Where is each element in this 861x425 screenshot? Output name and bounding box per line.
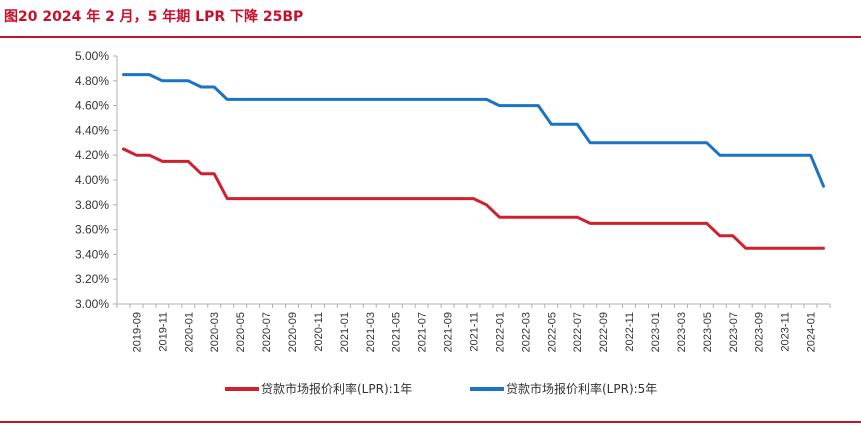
x-tick-label: 2023-11 [780, 312, 792, 352]
top-divider [0, 36, 861, 38]
x-tick-label: 2022-05 [546, 312, 558, 352]
x-tick-label: 2021-07 [417, 312, 429, 352]
legend-label: 贷款市场报价利率(LPR):1年 [261, 381, 412, 396]
y-tick-label: 3.80% [75, 198, 109, 212]
x-tick-label: 2022-07 [572, 312, 584, 352]
y-tick-label: 5.00% [75, 49, 109, 63]
legend: 贷款市场报价利率(LPR):1年 贷款市场报价利率(LPR):5年 [225, 381, 657, 396]
y-tick-label: 4.80% [75, 74, 109, 88]
series-line-lpr-1y [122, 147, 825, 250]
x-tick-label: 2021-03 [365, 312, 377, 352]
bottom-divider [0, 421, 861, 423]
x-tick-label: 2022-09 [598, 312, 610, 352]
x-axis: 2019-09 2019-11 2020-01 2020-03 2020-05 2020-… [116, 303, 831, 352]
x-tick-label: 2023-05 [702, 312, 714, 352]
x-tick-label: 2020-07 [261, 312, 273, 352]
x-tick-label: 2021-11 [469, 312, 481, 352]
y-tick-label: 3.00% [75, 297, 109, 311]
x-tick-label: 2022-03 [520, 312, 532, 352]
x-tick-label: 2019-09 [131, 312, 143, 352]
y-tick-label: 3.60% [75, 223, 109, 237]
x-tick-label: 2023-09 [754, 312, 766, 352]
y-axis: 3.00% 3.20% 3.40% 3.60% 3.80% 4.00% 4.20% 4.40%… [75, 49, 118, 311]
x-tick-label: 2020-03 [209, 312, 221, 352]
x-tick-label: 2023-01 [650, 312, 662, 352]
chart-title: 图20 2024 年 2 月，5 年期 LPR 下降 25BP [4, 9, 304, 25]
series-line-lpr-5y [122, 73, 825, 188]
y-tick-label: 3.20% [75, 272, 109, 286]
y-tick-label: 4.60% [75, 99, 109, 113]
x-tick-label: 2020-05 [235, 312, 247, 352]
y-tick-label: 4.00% [75, 173, 109, 187]
legend-label: 贷款市场报价利率(LPR):5年 [506, 381, 657, 396]
x-tick-label: 2023-03 [676, 312, 688, 352]
y-tick-label: 4.20% [75, 148, 109, 162]
y-tick-label: 4.40% [75, 123, 109, 137]
y-tick-label: 3.40% [75, 247, 109, 261]
x-tick-label: 2021-09 [443, 312, 455, 352]
series-lines [122, 73, 825, 250]
x-tick-label: 2022-11 [624, 312, 636, 352]
x-tick-label: 2020-11 [313, 312, 325, 352]
x-tick-label: 2021-05 [391, 312, 403, 352]
x-tick-label: 2024-01 [806, 312, 818, 352]
x-tick-label: 2019-11 [157, 312, 169, 352]
x-tick-label: 2020-09 [287, 312, 299, 352]
x-tick-label: 2022-01 [494, 312, 506, 352]
x-tick-label: 2020-01 [183, 312, 195, 352]
x-tick-label: 2023-07 [728, 312, 740, 352]
x-tick-label: 2021-01 [339, 312, 351, 352]
